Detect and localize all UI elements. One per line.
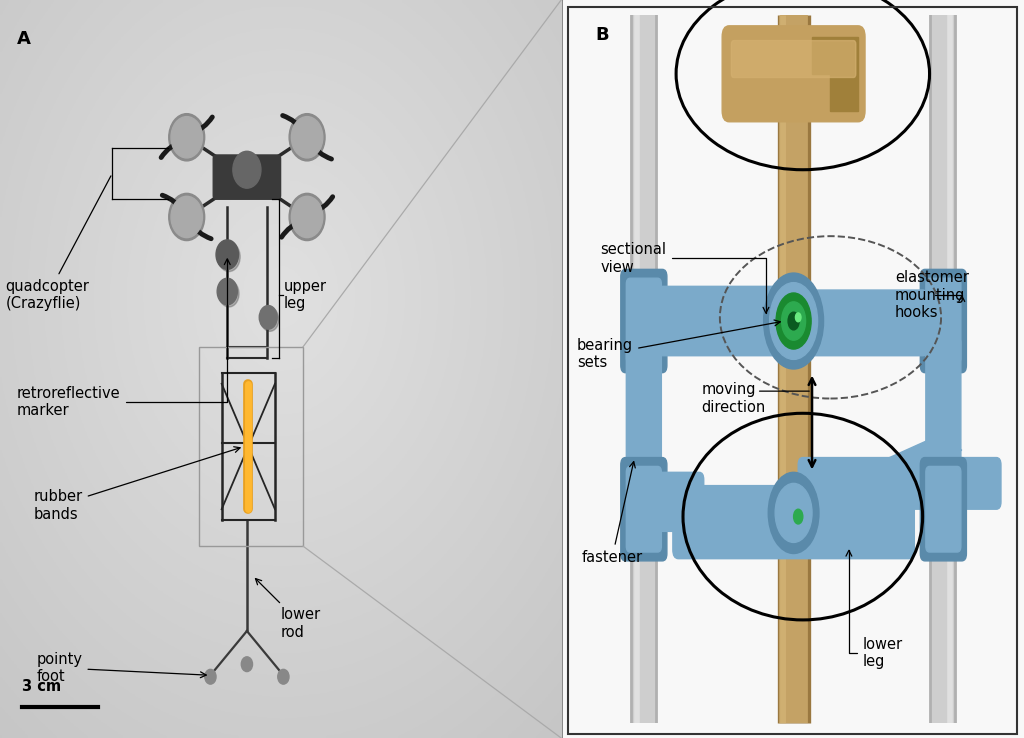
- Text: 3 cm: 3 cm: [23, 679, 61, 694]
- Text: fastener: fastener: [582, 462, 643, 565]
- FancyBboxPatch shape: [627, 278, 662, 364]
- FancyBboxPatch shape: [802, 290, 928, 356]
- FancyBboxPatch shape: [921, 458, 967, 561]
- FancyBboxPatch shape: [926, 278, 961, 364]
- Circle shape: [205, 669, 216, 684]
- Circle shape: [770, 283, 817, 359]
- FancyBboxPatch shape: [799, 458, 1001, 509]
- Circle shape: [278, 669, 289, 684]
- FancyBboxPatch shape: [722, 26, 865, 122]
- FancyBboxPatch shape: [627, 466, 662, 552]
- Circle shape: [775, 483, 812, 542]
- Circle shape: [169, 114, 205, 161]
- Circle shape: [218, 242, 241, 272]
- Circle shape: [171, 117, 203, 158]
- Circle shape: [764, 273, 823, 369]
- FancyBboxPatch shape: [731, 41, 856, 77]
- Text: pointy
foot: pointy foot: [37, 652, 206, 684]
- Text: elastomer
mounting
hooks: elastomer mounting hooks: [895, 270, 969, 320]
- FancyBboxPatch shape: [921, 269, 967, 373]
- Text: lower
leg: lower leg: [846, 551, 903, 669]
- Text: upper
leg: upper leg: [284, 279, 327, 311]
- Circle shape: [169, 193, 205, 241]
- Circle shape: [242, 657, 253, 672]
- Text: moving
direction: moving direction: [701, 382, 766, 415]
- FancyBboxPatch shape: [621, 458, 667, 561]
- Circle shape: [216, 240, 239, 269]
- Circle shape: [292, 196, 323, 238]
- FancyBboxPatch shape: [627, 337, 662, 530]
- FancyBboxPatch shape: [926, 337, 961, 530]
- FancyBboxPatch shape: [673, 486, 914, 559]
- Circle shape: [259, 306, 278, 329]
- Circle shape: [289, 114, 325, 161]
- FancyBboxPatch shape: [926, 466, 961, 552]
- Text: bearing
sets: bearing sets: [578, 320, 780, 370]
- Circle shape: [261, 308, 279, 331]
- Circle shape: [292, 117, 323, 158]
- Circle shape: [794, 509, 803, 524]
- Circle shape: [289, 193, 325, 241]
- FancyBboxPatch shape: [635, 472, 703, 531]
- Text: B: B: [596, 26, 609, 44]
- Polygon shape: [807, 435, 962, 509]
- FancyBboxPatch shape: [213, 155, 281, 199]
- Text: A: A: [16, 30, 31, 47]
- Circle shape: [776, 293, 811, 349]
- Text: sectional
view: sectional view: [600, 242, 769, 313]
- Text: quadcopter
(Crazyflie): quadcopter (Crazyflie): [5, 176, 111, 311]
- Circle shape: [788, 312, 799, 330]
- Circle shape: [781, 302, 806, 340]
- Text: rubber
bands: rubber bands: [34, 446, 240, 522]
- Circle shape: [171, 196, 203, 238]
- Text: retroreflective
marker: retroreflective marker: [16, 259, 230, 418]
- Circle shape: [768, 472, 819, 554]
- Circle shape: [232, 151, 261, 188]
- Circle shape: [219, 280, 239, 307]
- Polygon shape: [812, 37, 858, 111]
- FancyBboxPatch shape: [621, 269, 667, 373]
- Bar: [200, 347, 303, 546]
- Text: lower
rod: lower rod: [255, 579, 321, 640]
- FancyBboxPatch shape: [634, 286, 802, 356]
- Circle shape: [217, 278, 238, 305]
- Circle shape: [796, 313, 801, 322]
